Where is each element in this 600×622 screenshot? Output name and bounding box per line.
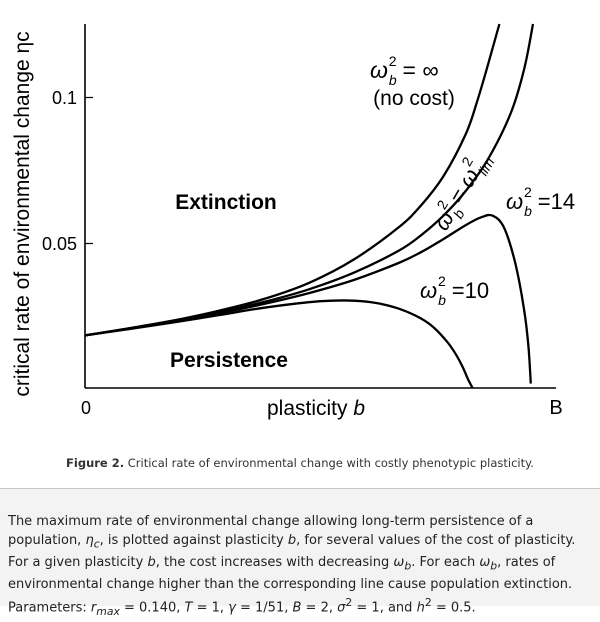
x-tick-label-B: B: [549, 397, 562, 419]
region-label-persistence: Persistence: [170, 349, 288, 372]
x-axis-label-var: b: [353, 397, 365, 420]
svg-text:(no cost): (no cost): [373, 87, 455, 110]
figure-caption: Figure 2. Critical rate of environmental…: [0, 456, 600, 470]
y-tick-label-0.05: 0.05: [42, 234, 77, 254]
series-line-omega-10: [84, 299, 474, 389]
figure-caption-text: Critical rate of environmental change wi…: [127, 456, 534, 470]
svg-text:ωb2= ∞: ωb2 = ∞: [370, 53, 439, 88]
figure-chart: 0.05 0.1 0 B plasticity b critical rate …: [11, 23, 575, 420]
svg-text:ωb2=10: ωb2 =10: [420, 273, 489, 308]
figure-description: The maximum rate of environmental change…: [0, 489, 600, 618]
series-label-omega-lim: ωb2= ωlim2: [424, 145, 498, 237]
region-label-extinction: Extinction: [175, 191, 277, 214]
x-tick-label-0: 0: [81, 398, 91, 418]
y-tick-label-0.1: 0.1: [52, 88, 77, 108]
x-axis-label: plasticity b: [267, 397, 365, 420]
y-axis-label: critical rate of environmental change ηc: [11, 31, 34, 396]
series-label-no-cost: ωb2 = ∞ (no cost): [370, 53, 455, 110]
divider: [0, 488, 600, 489]
series-label-omega-14: ωb2 =14: [506, 184, 575, 219]
svg-text:ωb2= ωlim2: ωb2= ωlim2: [424, 145, 497, 237]
series-label-omega-10: ωb2 =10: [420, 273, 489, 308]
series-line-omega-14: [84, 213, 532, 384]
svg-text:ωb2=14: ωb2 =14: [506, 184, 575, 219]
x-axis-label-main: plasticity: [267, 397, 348, 420]
figure-label: Figure 2.: [66, 456, 125, 470]
